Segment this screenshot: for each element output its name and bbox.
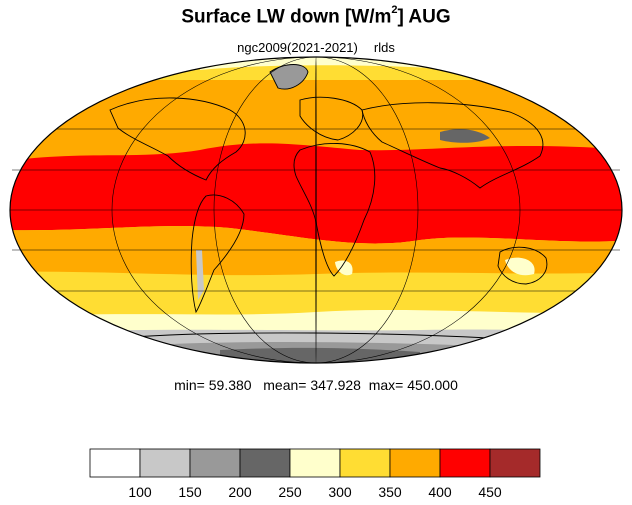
mean-label: mean= <box>263 377 307 393</box>
min-label: min= <box>174 377 205 393</box>
colorbar-swatch <box>489 448 541 478</box>
greenland-ice <box>270 64 308 90</box>
colorbar-swatch <box>339 448 391 478</box>
colorbar-swatch <box>139 448 191 478</box>
australia-pale <box>505 257 535 276</box>
colorbar-swatch <box>89 448 141 478</box>
colorbar-label: 450 <box>478 484 502 500</box>
title-month: ] AUG <box>397 6 451 28</box>
subtitle-variable: rlds <box>373 40 395 55</box>
southern-africa-pale <box>335 260 353 276</box>
south-america-coast <box>190 194 245 314</box>
band-tropics-warm <box>10 143 622 244</box>
subtitle-run: ngc2009(2021-2021) <box>237 40 358 55</box>
map-subtitle: ngc2009(2021-2021) rlds <box>0 40 632 55</box>
title-text: Surface LW down [W/m <box>181 6 392 28</box>
band-arctic-pale <box>200 57 430 70</box>
map-statistics: min= 59.380 mean= 347.928 max= 450.000 <box>0 377 632 393</box>
mean-value: 347.928 <box>310 377 361 393</box>
colorbar-label: 200 <box>228 484 252 500</box>
colorbar-swatch <box>389 448 441 478</box>
greenland-coast <box>269 64 309 90</box>
colorbar-swatch <box>189 448 241 478</box>
colorbar-swatch <box>289 448 341 478</box>
title-superscript: 2 <box>391 4 398 16</box>
australia-coast <box>497 246 548 285</box>
andes-cold <box>196 250 204 300</box>
colorbar-label: 400 <box>428 484 452 500</box>
globe-outline <box>9 56 623 364</box>
map-title: Surface LW down [W/m2] AUG <box>0 4 632 28</box>
africa-coast <box>293 142 376 277</box>
asia-coast <box>361 102 544 189</box>
europe-coast <box>299 96 364 141</box>
colorbar-label: 100 <box>128 484 152 500</box>
colorbar-label: 150 <box>178 484 202 500</box>
antarctica-coast <box>119 332 521 341</box>
colorbar-label: 300 <box>328 484 352 500</box>
tibet-cold <box>440 129 490 143</box>
colorbar-label: 350 <box>378 484 402 500</box>
max-label: max= <box>368 377 404 393</box>
north-america-coast <box>109 97 246 181</box>
min-value: 59.380 <box>208 377 252 393</box>
coastlines <box>109 64 548 341</box>
max-value: 450.000 <box>407 377 458 393</box>
band-south-mid <box>10 226 622 276</box>
colorbar-swatch <box>439 448 491 478</box>
colorbar-swatch <box>239 448 291 478</box>
colorbar-label: 250 <box>278 484 302 500</box>
